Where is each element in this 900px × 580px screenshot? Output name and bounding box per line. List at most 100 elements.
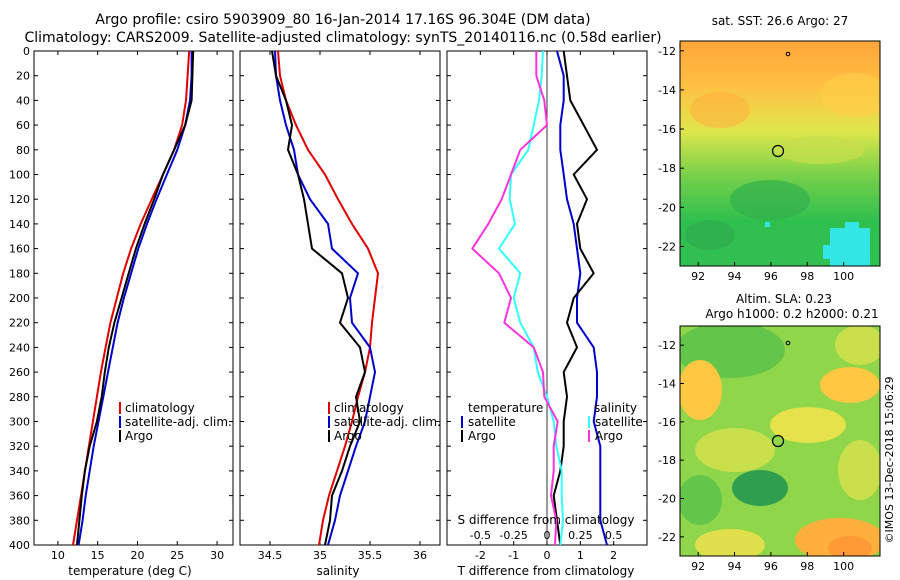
depth-tick-label: 300 <box>9 416 30 429</box>
sla-lat-tick-label: -20 <box>658 493 676 506</box>
legend-label-argo: Argo <box>334 429 362 443</box>
legend-label-argo: Argo <box>125 429 153 443</box>
sla-map-field <box>680 326 880 556</box>
sla-lat-tick-label: -22 <box>658 531 676 544</box>
salinity-tick-label: 34.5 <box>258 549 283 562</box>
legend-header-salinity: salinity <box>594 401 637 415</box>
legend-label-t-argo: Argo <box>468 429 496 443</box>
salinity-series-satellite-adj-clim- <box>274 50 376 546</box>
sla-lat-tick-label: -14 <box>658 378 676 391</box>
s-difference-series-satellite-s-diff <box>498 50 564 546</box>
sla-profile-marker <box>771 434 785 448</box>
temperature-tick-label: 10 <box>51 549 65 562</box>
s-difference-tick-label: 0 <box>544 529 551 542</box>
depth-tick-label: 200 <box>9 292 30 305</box>
sst-lat-tick-label: -20 <box>658 201 676 214</box>
temperature-tick-label: 30 <box>210 549 224 562</box>
legend-label-satellite: satellite-adj. clim. <box>125 415 232 429</box>
sst-lat-tick-label: -12 <box>658 45 676 58</box>
salinity-panel-frame <box>239 50 441 546</box>
sst-map-frame <box>679 40 881 267</box>
temperature-tick-label: 15 <box>91 549 105 562</box>
legend-label-t-satellite: satellite <box>468 415 516 429</box>
sst-lat-tick-label: -14 <box>658 84 676 97</box>
t-difference-series-argo-t-diff <box>552 50 598 546</box>
salinity-panel: 34.5 35 35.5 36 <box>258 50 427 562</box>
sla-secondary-marker <box>785 340 791 346</box>
t-difference-axis-label: T difference from climatology <box>457 564 635 578</box>
sst-lon-tick-label: 92 <box>691 270 705 283</box>
t-difference-tick-label: 1 <box>577 549 584 562</box>
legend-label-climatology: climatology <box>334 401 404 415</box>
sst-map-axes: 92 94 96 98 100 -12 -14 -16 -18 -20 -22 <box>658 45 854 283</box>
depth-tick-label: 160 <box>9 243 30 256</box>
sst-map-field <box>680 41 880 266</box>
s-difference-tick-label: 0.25 <box>568 529 593 542</box>
t-difference-tick-label: -1 <box>508 549 519 562</box>
temperature-panel-frame <box>33 50 234 546</box>
sla-lat-tick-label: -18 <box>658 454 676 467</box>
salinity-legend: climatology satellite-adj. clim. Argo <box>328 401 441 443</box>
sla-lat-tick-label: -12 <box>658 339 676 352</box>
depth-tick-label: 400 <box>9 539 30 552</box>
s-difference-axis-label: S difference from climatology <box>458 513 635 527</box>
sst-map-title: sat. SST: 26.6 Argo: 27 <box>712 14 849 28</box>
sla-map-frame <box>679 325 881 557</box>
figure-title-line1: Argo profile: csiro 5903909_80 16-Jan-20… <box>95 12 590 28</box>
temperature-legend: climatology satellite-adj. clim. Argo <box>119 401 232 443</box>
sst-lon-tick-label: 96 <box>764 270 778 283</box>
depth-tick-label: 280 <box>9 391 30 404</box>
depth-tick-label: 320 <box>9 440 30 453</box>
sla-lon-tick-label: 100 <box>833 560 854 573</box>
depth-tick-label: 140 <box>9 218 30 231</box>
salinity-series-climatology <box>277 50 379 546</box>
t-difference-tick-label: 0 <box>544 549 551 562</box>
legend-label-s-argo: Argo <box>595 429 623 443</box>
depth-tick-label: 60 <box>16 119 30 132</box>
imos-credit: ©IMOS 13-Dec-2018 15:06:29 <box>883 377 896 544</box>
legend-header-temperature: temperature <box>468 401 543 415</box>
temperature-series-satellite-adj-clim- <box>77 51 193 546</box>
s-difference-tick-label: 0.5 <box>605 529 623 542</box>
sla-map-subtitle: Argo h1000: 0.2 h2000: 0.21 <box>705 307 878 321</box>
depth-tick-label: 360 <box>9 490 30 503</box>
salinity-series-argo <box>271 50 366 546</box>
s-difference-tick-label: -0.25 <box>499 529 527 542</box>
s-difference-series-argo-s-diff <box>471 51 559 546</box>
depth-tick-label: 180 <box>9 267 30 280</box>
temperature-series-argo <box>76 50 195 546</box>
depth-tick-label: 220 <box>9 317 30 330</box>
depth-tick-label: 260 <box>9 366 30 379</box>
temperature-tick-label: 25 <box>170 549 184 562</box>
legend-label-satellite: satellite-adj. clim. <box>334 415 441 429</box>
depth-axis: 0 20 40 60 80 100 120 140 160 180 200 220 240 260 280 3… <box>9 45 647 552</box>
difference-legend: temperature salinity satellite Argo sate… <box>461 401 643 443</box>
sst-lon-tick-label: 98 <box>800 270 814 283</box>
sla-map-axes: 92 94 96 98 100 -12 -14 -16 -18 -20 -22 <box>658 339 854 573</box>
sla-map-title: Altim. SLA: 0.23 <box>736 292 832 306</box>
sst-profile-marker <box>771 144 785 158</box>
salinity-tick-label: 36 <box>413 549 427 562</box>
sla-lon-tick-label: 98 <box>800 560 814 573</box>
t-difference-tick-label: -2 <box>475 549 486 562</box>
difference-panel: -2 -1 0 1 2 -0.5 -0.25 0 0.25 0.5 <box>470 50 623 562</box>
sst-secondary-marker <box>785 51 791 57</box>
depth-tick-label: 20 <box>16 70 30 83</box>
sla-lon-tick-label: 96 <box>764 560 778 573</box>
sst-lat-tick-label: -18 <box>658 162 676 175</box>
sst-lat-tick-label: -22 <box>658 240 676 253</box>
t-difference-series-satellite-t-diff <box>556 50 608 546</box>
depth-tick-label: 80 <box>16 144 30 157</box>
sla-lat-tick-label: -16 <box>658 416 676 429</box>
depth-tick-label: 240 <box>9 341 30 354</box>
figure-title-line2: Climatology: CARS2009. Satellite-adjuste… <box>24 30 661 46</box>
sla-lon-tick-label: 94 <box>728 560 742 573</box>
temperature-panel: 10 15 20 25 30 <box>51 50 224 562</box>
legend-label-s-satellite: satellite <box>595 415 643 429</box>
depth-tick-label: 120 <box>9 193 30 206</box>
depth-tick-label: 100 <box>9 169 30 182</box>
salinity-axis-label: salinity <box>316 564 359 578</box>
temperature-axis-label: temperature (deg C) <box>68 564 191 578</box>
sst-lat-tick-label: -16 <box>658 123 676 136</box>
